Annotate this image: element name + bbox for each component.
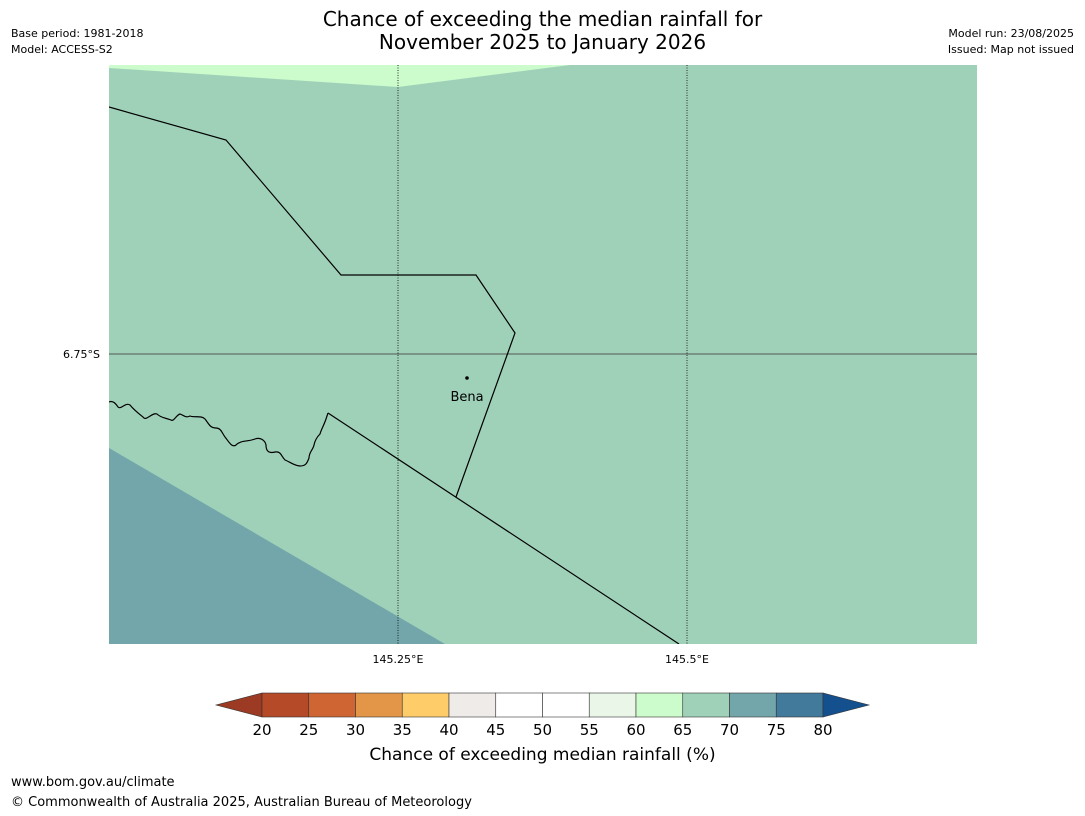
- colorbar-tick-label: 40: [439, 721, 458, 739]
- colorbar-tick-label: 55: [580, 721, 599, 739]
- colorbar-tick-label: 75: [767, 721, 786, 739]
- province-boundary-south: [327, 412, 680, 644]
- title-line-1: Chance of exceeding the median rainfall …: [322, 7, 763, 31]
- colorbar-segment: [495, 692, 543, 718]
- lon-label-145-25: 145.25°E: [373, 653, 424, 666]
- colorbar-under-arrow: [214, 692, 263, 718]
- title-line-2: November 2025 to January 2026: [378, 30, 707, 54]
- meta-right: Model run: 23/08/2025 Issued: Map not is…: [948, 26, 1074, 58]
- colorbar-segment: [775, 692, 824, 718]
- colorbar-tick-label: 60: [626, 721, 645, 739]
- colorbar-tick-label: 25: [299, 721, 318, 739]
- province-boundary: [109, 106, 516, 498]
- colorbar-segment: [588, 692, 637, 718]
- meta-left: Base period: 1981-2018 Model: ACCESS-S2: [11, 26, 143, 58]
- footer-copyright: © Commonwealth of Australia 2025, Austra…: [11, 795, 472, 810]
- colorbar-segment: [448, 692, 497, 718]
- colorbar-tick-label: 70: [720, 721, 739, 739]
- colorbar-segment: [401, 692, 450, 718]
- place-marker: [465, 376, 469, 380]
- colorbar-segment: [308, 692, 356, 718]
- probability-band-60-65: [109, 65, 570, 87]
- colorbar: 20 25 30 35 40 45 50 55 60 65 70 75 80: [214, 692, 871, 739]
- map-title: Chance of exceeding the median rainfall …: [0, 8, 1085, 54]
- colorbar-segment: [635, 692, 684, 718]
- probability-band-70-75: [109, 448, 445, 644]
- colorbar-tick-label: 80: [813, 721, 832, 739]
- base-period: Base period: 1981-2018: [11, 27, 144, 40]
- colorbar-segment: [682, 692, 730, 718]
- map-area: [109, 65, 977, 644]
- colorbar-segment: [355, 692, 403, 718]
- colorbar-title: Chance of exceeding median rainfall (%): [369, 745, 716, 765]
- place-label-bena: Bena: [450, 390, 483, 405]
- colorbar-tick-label: 35: [393, 721, 412, 739]
- colorbar-segment: [261, 692, 310, 718]
- model-run: Model run: 23/08/2025: [948, 27, 1074, 40]
- colorbar-segment: [542, 692, 590, 718]
- colorbar-tick-label: 30: [346, 721, 365, 739]
- footer-url: www.bom.gov.au/climate: [11, 775, 175, 790]
- colorbar-tick-label: 65: [673, 721, 692, 739]
- lon-label-145-5: 145.5°E: [665, 653, 709, 666]
- colorbar-over-arrow: [822, 692, 871, 718]
- colorbar-tick-label: 20: [252, 721, 271, 739]
- coastline: [109, 400, 329, 467]
- model-name: Model: ACCESS-S2: [11, 43, 113, 56]
- colorbar-tick-label: 50: [533, 721, 552, 739]
- colorbar-tick-label: 45: [486, 721, 505, 739]
- lat-label: 6.75°S: [63, 348, 100, 361]
- issued-status: Issued: Map not issued: [947, 43, 1074, 56]
- colorbar-segment: [729, 692, 777, 718]
